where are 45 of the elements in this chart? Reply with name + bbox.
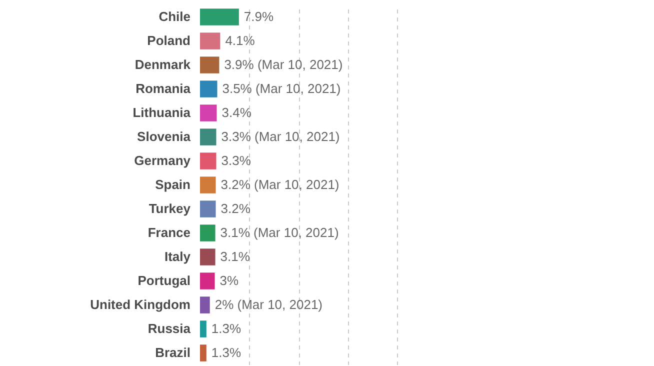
data-label: 7.9% (244, 9, 274, 24)
bar (200, 344, 206, 362)
y-tick-label: Portugal (138, 273, 190, 288)
data-label: 3% (220, 273, 240, 288)
bar (200, 224, 216, 242)
data-label: 3.1% (Mar 10, 2021) (220, 225, 339, 240)
y-tick-label: Brazil (155, 345, 190, 360)
y-tick-label: Russia (148, 321, 192, 336)
bar (200, 248, 216, 266)
bar (200, 176, 216, 194)
data-label: 3.5% (Mar 10, 2021) (222, 81, 341, 96)
y-tick-label: Slovenia (137, 129, 192, 144)
bar (200, 272, 215, 290)
bar (200, 32, 220, 50)
data-label: 3.3% (221, 153, 252, 168)
bar (200, 320, 206, 338)
data-label: 3.4% (222, 105, 252, 120)
bar (200, 104, 217, 122)
y-tick-label: Turkey (148, 201, 192, 216)
data-label: 3.2% (Mar 10, 2021) (220, 177, 340, 192)
y-tick-label: Germany (134, 153, 192, 168)
y-tick-label: Chile (158, 9, 190, 24)
bar (200, 296, 210, 314)
bar (200, 80, 218, 98)
y-tick-label: Denmark (134, 57, 192, 72)
data-label: 3.1% (220, 249, 250, 264)
bar (200, 128, 216, 146)
y-tick-label: France (148, 225, 190, 240)
bar (200, 200, 216, 218)
bar (200, 8, 239, 26)
y-tick-label: Poland (147, 33, 191, 48)
data-label: 4.1% (225, 33, 256, 48)
y-tick-label: Italy (164, 249, 192, 264)
y-tick-label: Lithuania (132, 105, 192, 120)
y-tick-label: Spain (155, 177, 191, 192)
data-label: 3.2% (220, 201, 251, 216)
y-tick-label: Romania (136, 81, 192, 96)
bar (200, 56, 220, 74)
y-tick-label: United Kingdom (90, 297, 190, 312)
bar (200, 152, 216, 170)
data-label: 3.3% (Mar 10, 2021) (221, 129, 340, 144)
data-label: 1.3% (211, 321, 242, 336)
data-label: 1.3% (211, 345, 242, 360)
data-label: 3.9% (Mar 10, 2021) (224, 57, 343, 72)
data-label: 2% (Mar 10, 2021) (214, 297, 323, 312)
